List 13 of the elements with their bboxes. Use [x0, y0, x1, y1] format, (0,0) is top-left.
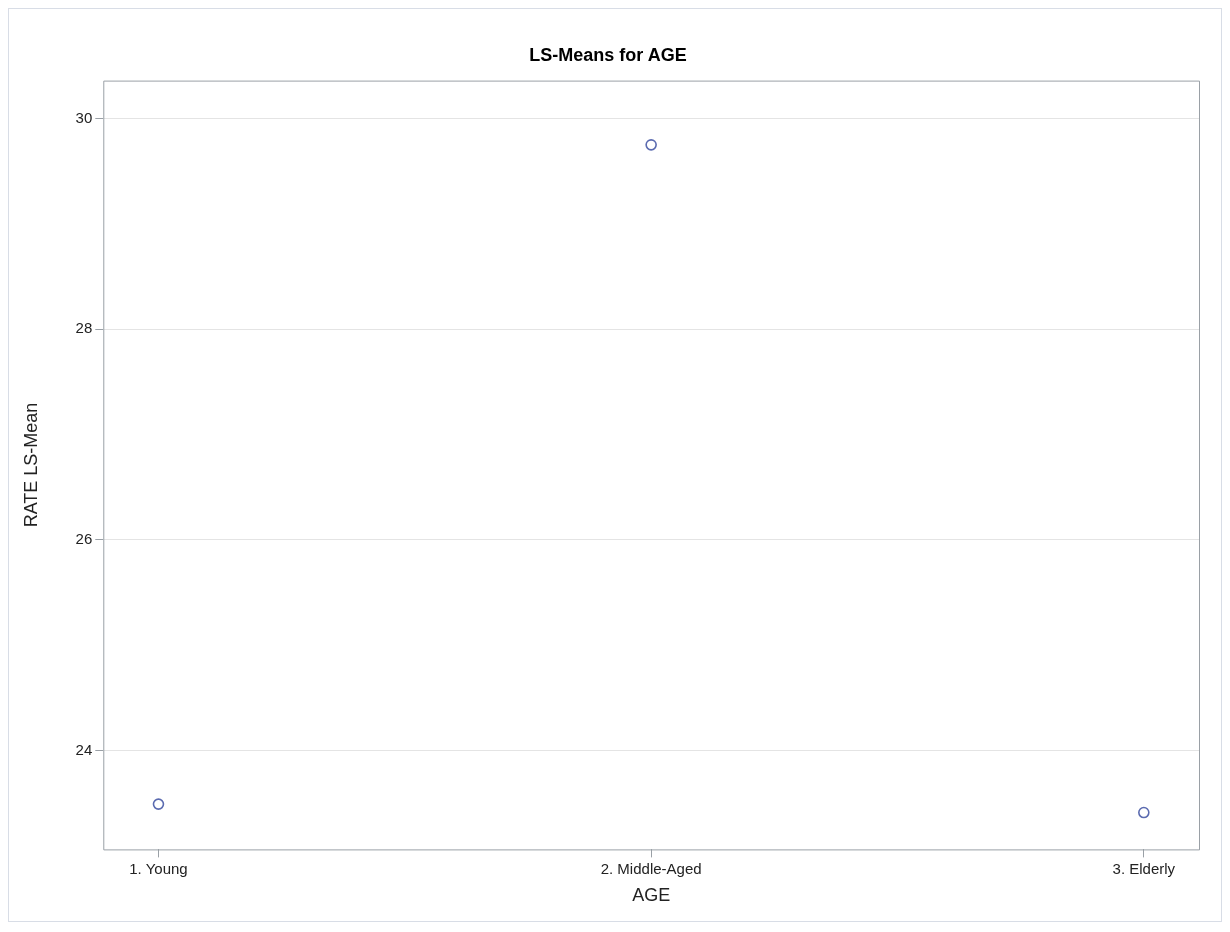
y-tick-label: 30 [75, 108, 93, 126]
y-tick-label: 26 [75, 529, 93, 547]
x-axis-title: AGE [632, 885, 671, 906]
x-tick-label: 1. Young [129, 859, 188, 877]
x-tick-label: 2. Middle-Aged [600, 859, 702, 877]
point [152, 798, 165, 810]
y-tick-label: 24 [75, 740, 93, 758]
point [1138, 806, 1150, 819]
x-tick-label: 3. Elderly [1112, 859, 1176, 877]
chart-title: LS-Means for AGE [529, 44, 687, 65]
point [645, 139, 657, 151]
y-tick-label: 28 [75, 319, 93, 337]
y-axis-title: RATE LS-Mean [20, 402, 41, 528]
